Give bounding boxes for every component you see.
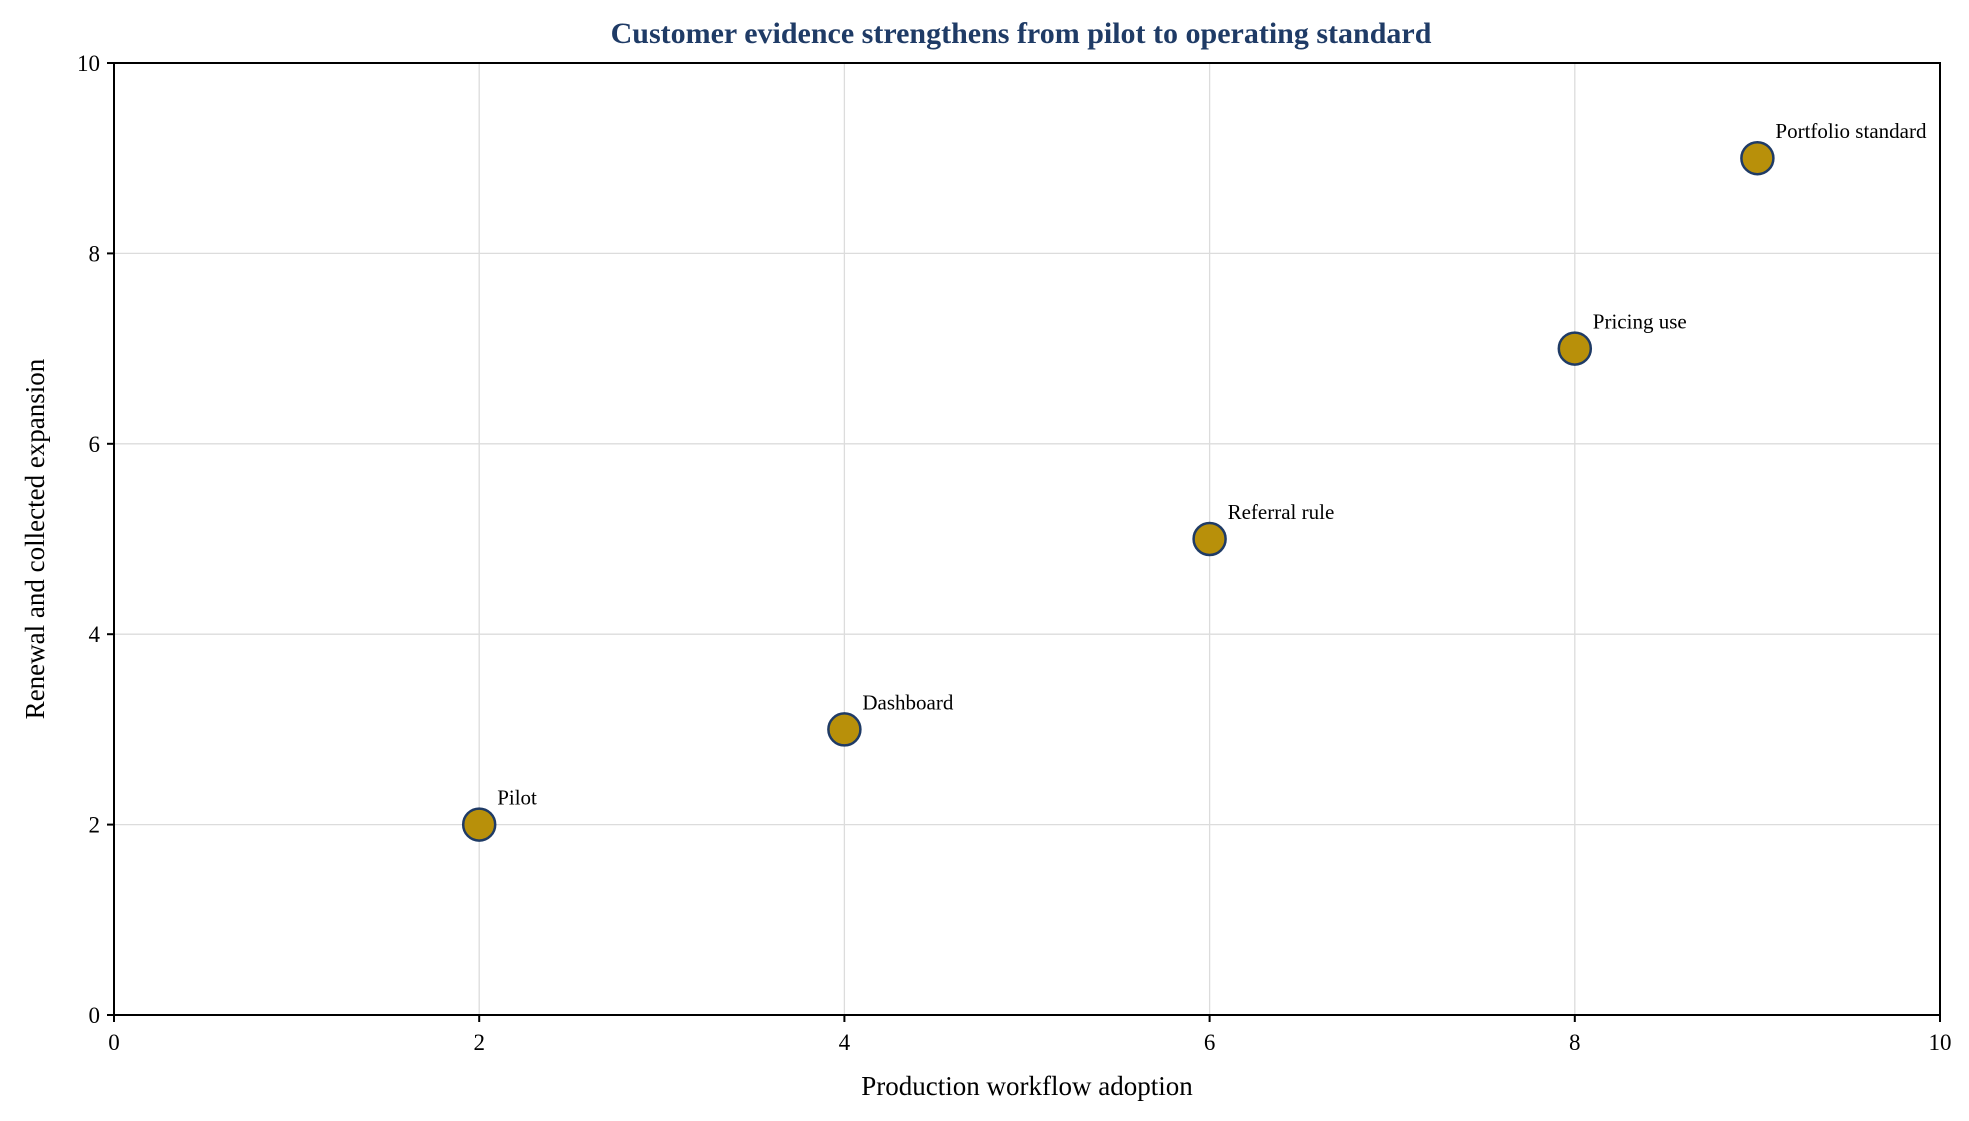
x-tick-label: 4 — [839, 1030, 851, 1055]
point-label: Dashboard — [862, 690, 953, 714]
y-tick-label: 6 — [89, 432, 101, 457]
scatter-point — [461, 807, 497, 842]
point-label: Portfolio standard — [1775, 119, 1927, 143]
scatter-point — [1192, 521, 1227, 557]
x-axis-label: Production workflow adoption — [861, 1071, 1193, 1101]
x-axis: 0 2 4 6 8 10 — [108, 1015, 1952, 1055]
scatter-point — [1740, 140, 1775, 176]
y-tick-label: 8 — [89, 241, 101, 266]
y-axis-label: Renewal and collected expansion — [20, 358, 50, 719]
scatter-point — [827, 712, 862, 747]
grid-layer — [113, 62, 1941, 1016]
y-tick-label: 4 — [89, 622, 101, 647]
x-tick-label: 10 — [1929, 1030, 1952, 1055]
y-tick-label: 0 — [89, 1003, 101, 1028]
chart-title: Customer evidence strengthens from pilot… — [611, 17, 1432, 50]
points-layer: Pilot Dashboard Referral rule Pricing use Po… — [461, 119, 1927, 842]
x-tick-label: 2 — [473, 1030, 485, 1055]
y-tick-label: 2 — [89, 813, 101, 838]
y-axis: 0 2 4 6 8 10 — [77, 51, 114, 1028]
scatter-point — [1557, 331, 1593, 366]
point-label: Pricing use — [1593, 310, 1687, 334]
x-tick-label: 6 — [1204, 1030, 1216, 1055]
point-label: Pilot — [497, 786, 537, 810]
point-label: Referral rule — [1228, 500, 1335, 524]
y-tick-label: 10 — [77, 51, 100, 76]
x-tick-label: 0 — [108, 1030, 120, 1055]
plot-frame — [113, 62, 1941, 1016]
x-tick-label: 8 — [1569, 1030, 1581, 1055]
